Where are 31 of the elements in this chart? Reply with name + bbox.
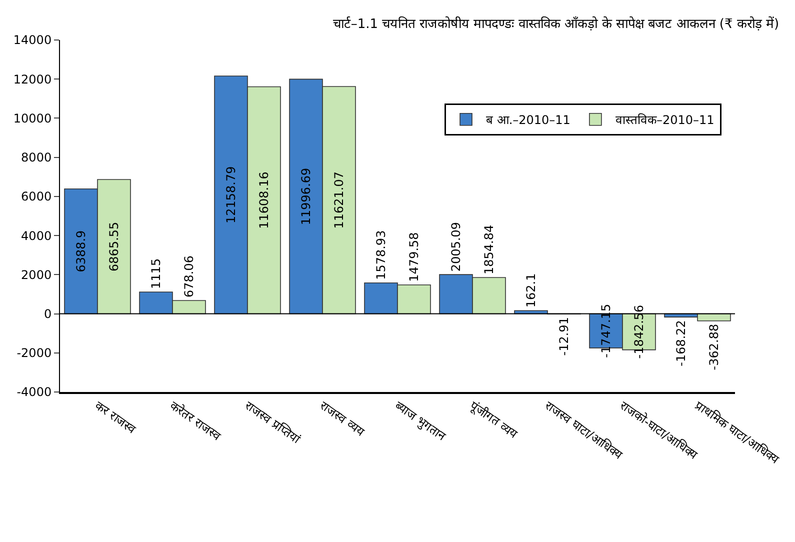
y-tick-label: 6000 <box>21 190 52 204</box>
y-tick-label: 4000 <box>21 228 52 243</box>
y-tick-label: -2000 <box>16 346 52 360</box>
data-label: -1842.56 <box>632 304 646 359</box>
legend-label: ब आ.–2010–11 <box>486 113 570 128</box>
data-label: 11608.16 <box>257 172 271 229</box>
data-label: 1578.93 <box>374 230 388 280</box>
chart-title: चार्ट–1.1 चयनित राजकोषीय मापदण्डः वास्तविक आँकड़ो के सापेक्ष बजट आकलन (₹ करोड़ में) <box>332 16 780 32</box>
data-label: 1854.84 <box>482 224 496 275</box>
data-label: 1115 <box>149 258 163 289</box>
y-tick-label: -4000 <box>16 385 52 400</box>
legend-label: वास्तविक–2010–11 <box>615 113 714 128</box>
y-tick-label: 8000 <box>21 150 52 165</box>
data-label: 162.1 <box>524 273 538 308</box>
data-label: 11996.69 <box>299 168 313 226</box>
y-tick-label: 2000 <box>21 268 52 282</box>
y-tick-label: 12000 <box>13 72 52 86</box>
data-label: 6388.9 <box>74 230 88 272</box>
data-label: 6865.55 <box>107 222 121 272</box>
data-label: -168.22 <box>674 320 688 366</box>
y-tick-label: 0 <box>44 306 52 321</box>
data-label: -12.91 <box>557 317 571 356</box>
data-label: -362.88 <box>707 324 721 370</box>
data-label: -1747.15 <box>599 304 613 358</box>
data-label: 1479.58 <box>407 232 421 282</box>
data-label: 12158.79 <box>224 166 238 224</box>
data-label: 2005.09 <box>449 222 463 272</box>
y-tick-label: 14000 <box>13 33 52 48</box>
data-label: 678.06 <box>182 256 196 298</box>
data-label: 11621.07 <box>332 172 346 229</box>
y-tick-label: 10000 <box>13 111 52 126</box>
